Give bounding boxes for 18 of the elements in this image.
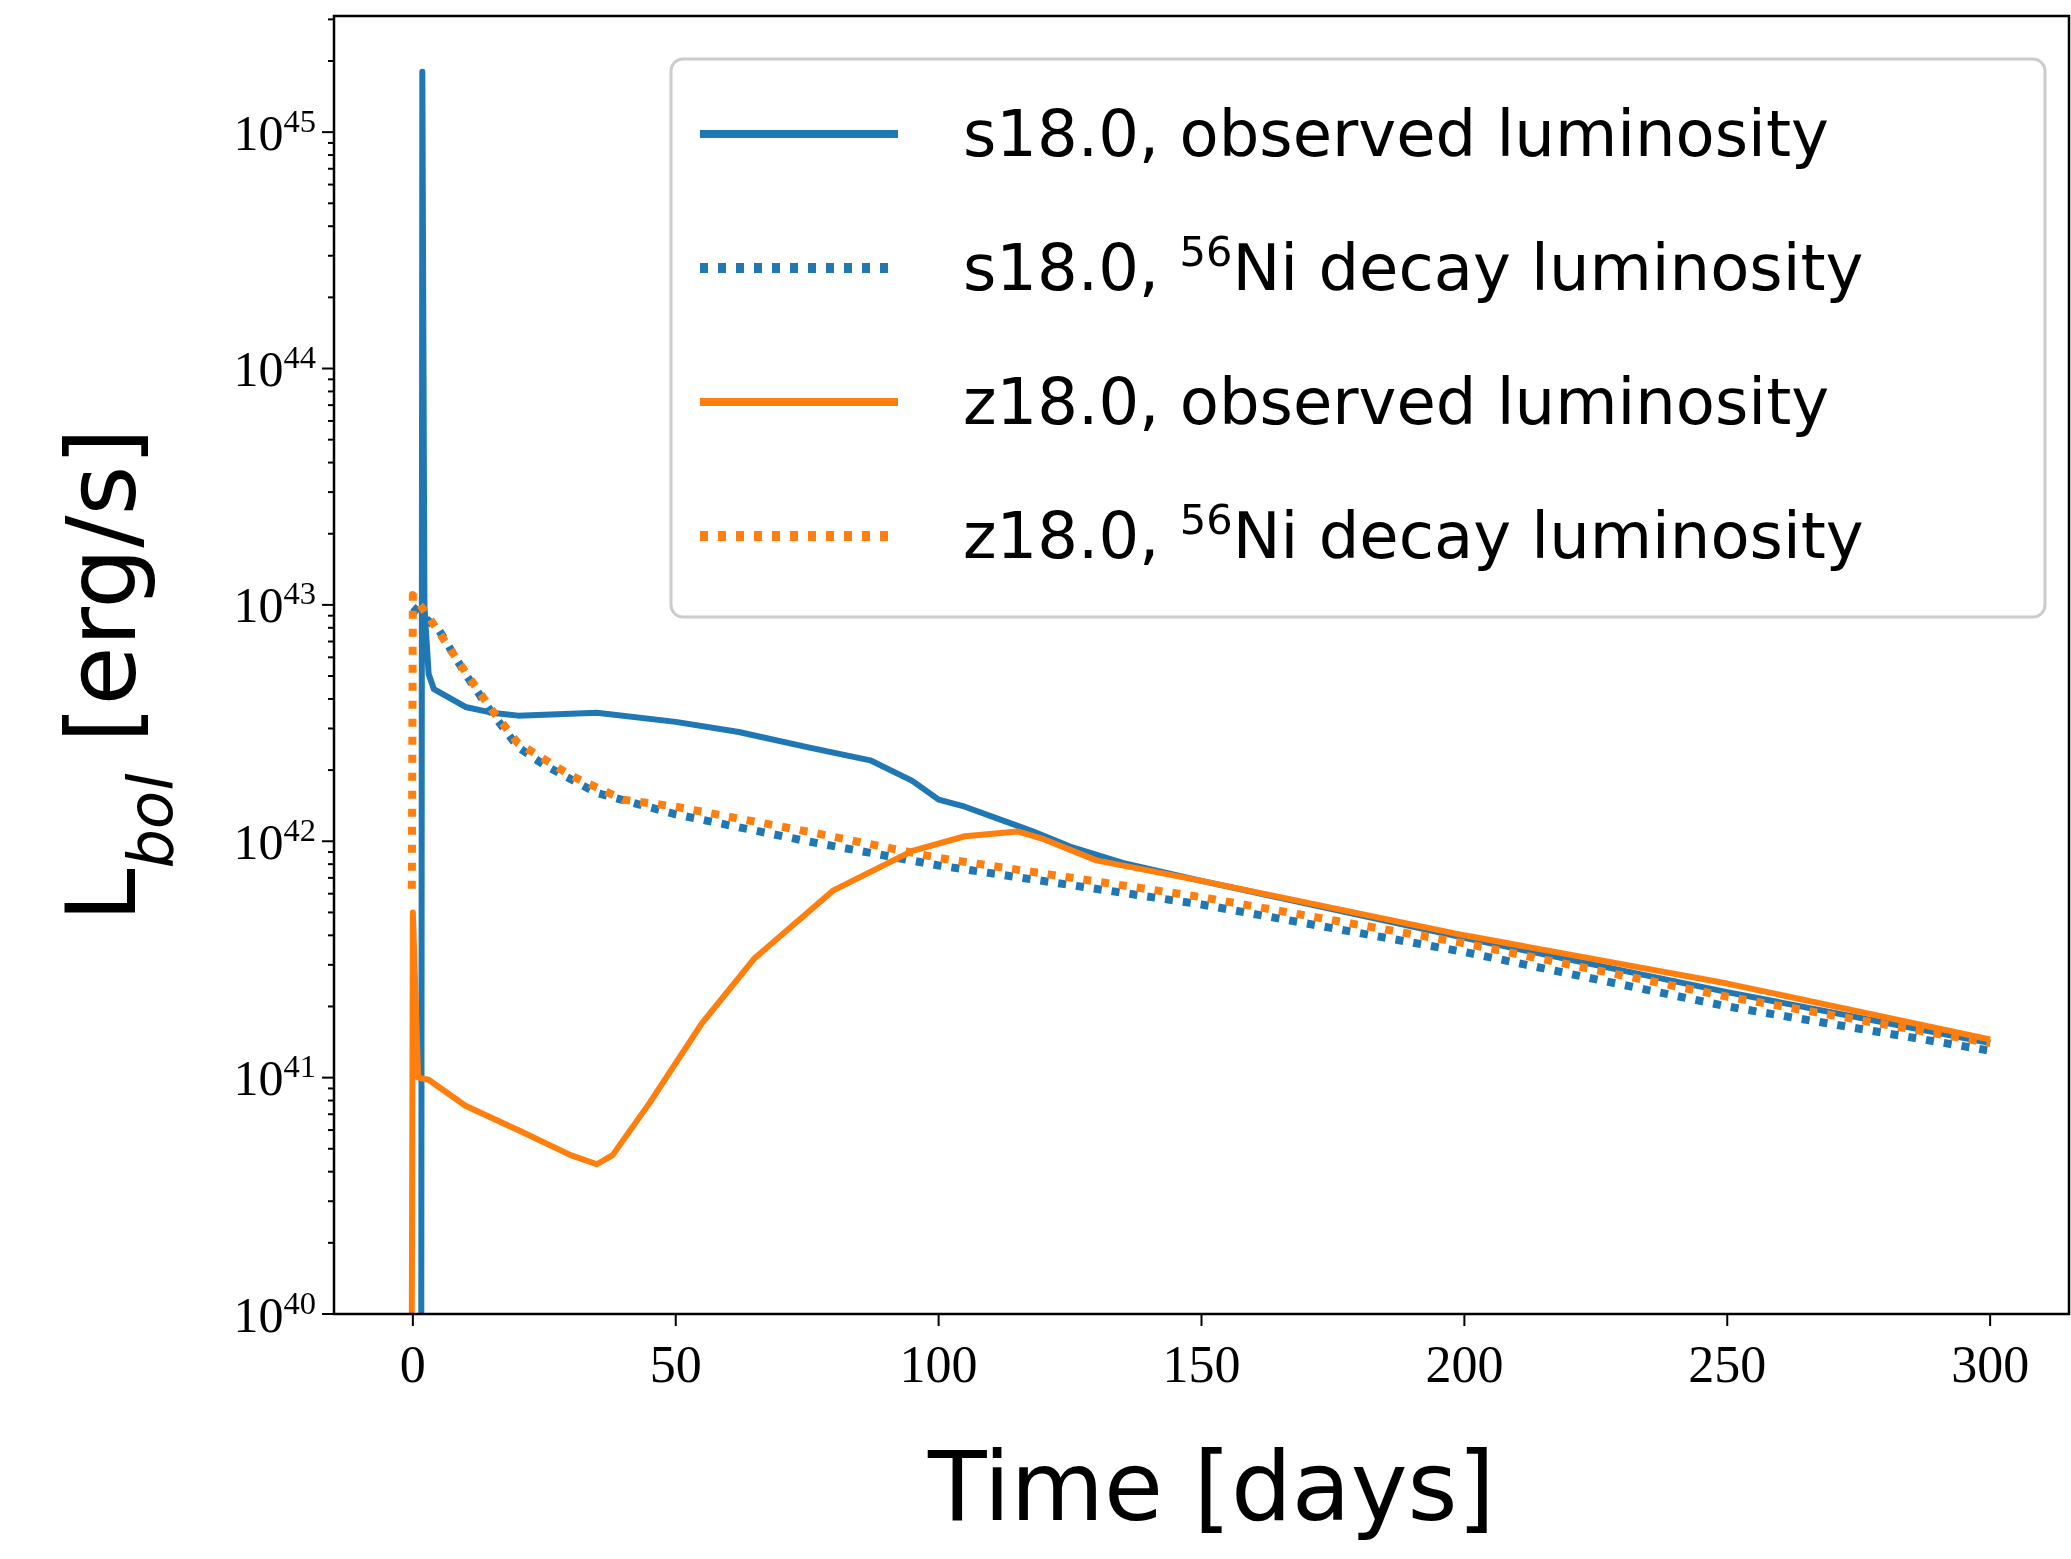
legend-label: z18.0, observed luminosity: [963, 365, 1830, 440]
y-tick-label: 10$^{44}$: [233, 339, 316, 398]
x-tick-label: 200: [1425, 1336, 1504, 1393]
x-tick-label: 300: [1951, 1336, 2030, 1393]
y-tick-label: 10$^{43}$: [233, 575, 316, 634]
y-tick-label: 10$^{40}$: [233, 1284, 316, 1343]
legend-label: z18.0, $^{56}$Ni decay luminosity: [963, 494, 1864, 574]
y-tick-label: 10$^{42}$: [233, 811, 316, 870]
x-tick-label: 100: [899, 1336, 978, 1393]
y-tick-label: 10$^{45}$: [233, 102, 316, 161]
x-tick-label: 250: [1688, 1336, 1767, 1393]
y-tick-label: 10$^{41}$: [233, 1048, 316, 1107]
legend-label: s18.0, $^{56}$Ni decay luminosity: [963, 226, 1864, 306]
x-axis-title: Time [days]: [927, 1431, 1495, 1543]
legend-label: s18.0, observed luminosity: [963, 97, 1829, 172]
x-tick-label: 0: [399, 1336, 426, 1393]
x-tick-label: 150: [1162, 1336, 1241, 1393]
x-tick-label: 50: [649, 1336, 702, 1393]
